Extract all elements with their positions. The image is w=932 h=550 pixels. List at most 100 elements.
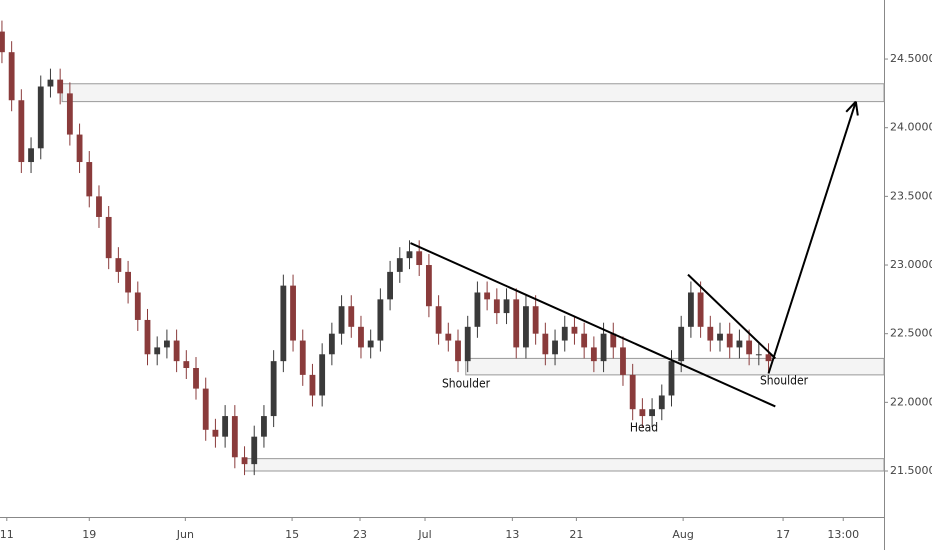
candle-body [66, 93, 73, 135]
candle-body [309, 374, 316, 396]
candle-body [173, 340, 180, 362]
x-tick-label: 21 [569, 528, 583, 541]
candle-body [57, 79, 64, 94]
candle-body [474, 292, 481, 327]
y-tick-label: 21.50000 [890, 464, 932, 477]
candle-body [193, 368, 199, 389]
trendline [687, 273, 777, 360]
candle-body [707, 326, 714, 341]
candle-body [435, 306, 442, 334]
candle-body [396, 258, 403, 272]
candle-body [406, 251, 413, 259]
candle-body [484, 292, 491, 300]
candle-body [76, 134, 83, 163]
candle-body [571, 326, 578, 334]
candle-body [134, 292, 141, 320]
candle-body [163, 340, 170, 348]
projection-arrow [767, 101, 857, 374]
candle-body [629, 374, 636, 410]
candle-body [154, 347, 161, 355]
candle-body [338, 306, 345, 334]
candle-body [37, 86, 44, 149]
candle-body [222, 416, 229, 437]
candle-body [425, 265, 432, 307]
candle-body [86, 162, 93, 197]
candle-body [755, 354, 762, 356]
x-tick-label: Aug [672, 528, 693, 541]
candle-body [717, 333, 723, 341]
x-tick-label: 17 [776, 528, 790, 541]
candle-body [18, 100, 25, 163]
candle-body [202, 388, 209, 430]
y-tick-label: 23.50000 [890, 189, 932, 202]
candle-body [464, 326, 471, 362]
x-tick-label: 23 [353, 528, 367, 541]
candle-body [261, 416, 267, 437]
candle-body [746, 340, 753, 355]
x-tick-label: 13:00 [827, 528, 859, 541]
candle-body [299, 340, 306, 375]
arrow-head [845, 100, 857, 113]
candle-body [503, 299, 510, 314]
candle-body [387, 271, 393, 300]
candle-body [328, 333, 335, 355]
candle-body [697, 292, 704, 327]
candle-body [319, 354, 326, 396]
zone [61, 83, 885, 103]
y-tick-label: 24.00000 [890, 121, 932, 134]
y-tick-label: 22.50000 [890, 327, 932, 340]
x-tick-label: Jun [176, 528, 194, 541]
candle-body [367, 340, 374, 348]
candle-body [105, 216, 112, 259]
x-tick-label: Jul [417, 528, 431, 541]
candle-body [251, 436, 258, 465]
candle-body [358, 326, 364, 348]
annotation: Shoulder [442, 377, 491, 391]
candle-body [658, 395, 665, 410]
candle-body [241, 457, 248, 465]
candle-body [513, 299, 520, 348]
candle-body [678, 326, 685, 362]
candle-body [0, 31, 5, 53]
x-tick-label: 11 [0, 528, 14, 541]
candle-body [542, 333, 549, 355]
candle-body [765, 354, 772, 362]
candle-body [8, 52, 15, 101]
candle-body [493, 299, 500, 314]
candle-body [590, 347, 597, 362]
candle-body [649, 409, 655, 417]
candle-body [581, 333, 588, 348]
candle-body [687, 292, 694, 327]
x-tick-label: 15 [285, 528, 299, 541]
candle-body [231, 416, 238, 458]
candle-body [455, 340, 461, 362]
x-tick-label: 19 [82, 528, 96, 541]
zone [465, 357, 885, 376]
candle-body [47, 79, 54, 87]
candle-body [270, 361, 277, 417]
candle-body [620, 347, 626, 375]
candle-body [552, 340, 558, 355]
candle-body [639, 409, 646, 417]
candle-body [348, 306, 355, 327]
y-tick-label: 22.00000 [890, 395, 932, 408]
candle-body [280, 285, 287, 362]
candle-body [212, 429, 219, 437]
candle-body [610, 333, 617, 348]
zone [244, 458, 885, 472]
candle-body [523, 306, 529, 348]
y-tick-label: 23.00000 [890, 258, 932, 271]
candle-body [290, 285, 296, 341]
trendline [410, 242, 776, 408]
candle-body [532, 306, 539, 334]
candle-body [736, 340, 743, 348]
candle-body [96, 196, 102, 217]
candle-body [144, 319, 151, 355]
y-tick-label: 24.50000 [890, 52, 932, 65]
candle-body [377, 299, 384, 341]
candle-body [416, 251, 423, 266]
candle-body [668, 361, 675, 396]
candle-body [726, 333, 733, 348]
candle-body [115, 258, 122, 272]
